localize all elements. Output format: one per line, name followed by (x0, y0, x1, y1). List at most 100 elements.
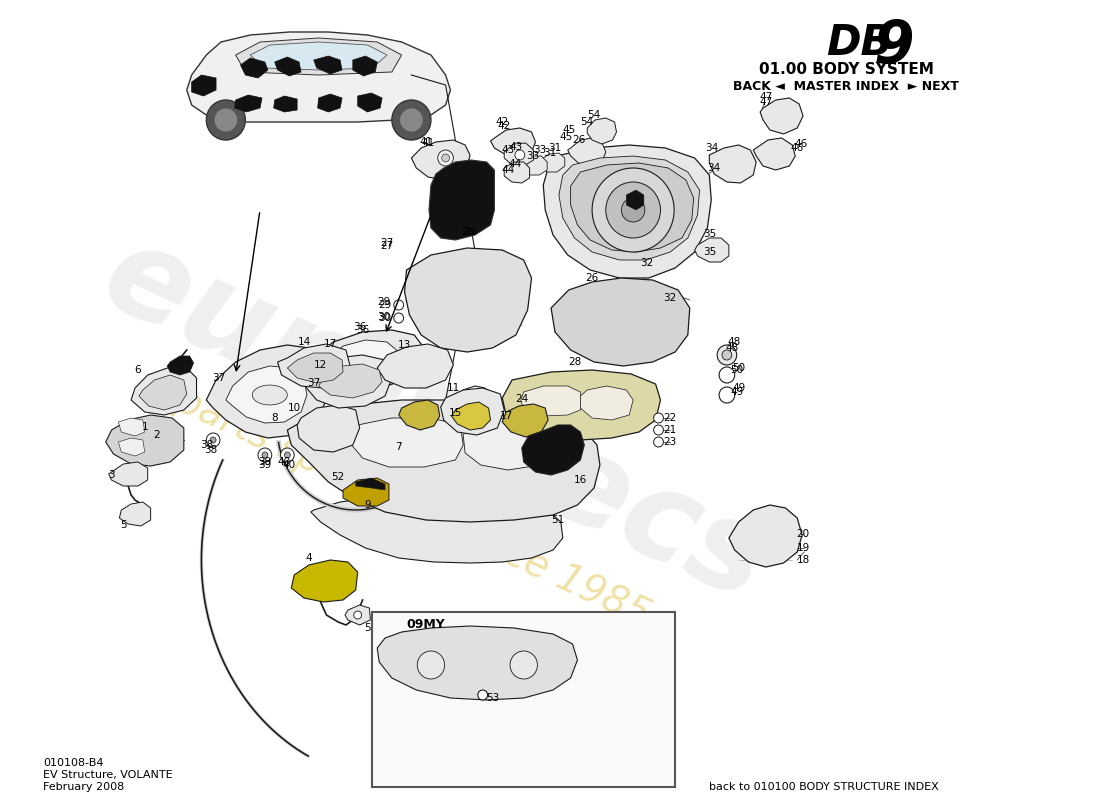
Circle shape (207, 433, 220, 447)
Text: 32: 32 (640, 258, 653, 268)
Polygon shape (314, 330, 425, 388)
Text: 25: 25 (461, 227, 475, 237)
Text: 20: 20 (796, 529, 810, 539)
Circle shape (210, 437, 216, 443)
Text: 35: 35 (703, 229, 716, 239)
Text: 8: 8 (272, 413, 278, 423)
Text: back to 010100 BODY STRUCTURE INDEX: back to 010100 BODY STRUCTURE INDEX (710, 782, 939, 792)
Polygon shape (754, 138, 795, 170)
Text: 50: 50 (732, 363, 745, 373)
Text: 44: 44 (502, 165, 515, 175)
Circle shape (592, 168, 674, 252)
Text: 53: 53 (486, 693, 499, 703)
Text: 5: 5 (120, 520, 127, 530)
Text: 45: 45 (559, 132, 572, 142)
Circle shape (717, 345, 737, 365)
Text: 41: 41 (421, 138, 434, 148)
Polygon shape (226, 366, 307, 423)
Circle shape (394, 313, 404, 323)
Circle shape (719, 387, 735, 403)
Text: 38: 38 (200, 440, 213, 450)
Text: 12: 12 (314, 360, 327, 370)
Polygon shape (377, 344, 453, 388)
Polygon shape (297, 405, 360, 452)
Polygon shape (626, 190, 644, 210)
Text: 50: 50 (730, 365, 744, 375)
Polygon shape (405, 248, 531, 352)
Polygon shape (106, 415, 184, 466)
Text: 42: 42 (497, 121, 510, 131)
Text: 9: 9 (873, 18, 914, 75)
Polygon shape (191, 75, 216, 96)
Text: 51: 51 (551, 515, 564, 525)
Circle shape (653, 425, 663, 435)
Text: 7: 7 (395, 442, 402, 452)
Circle shape (280, 448, 294, 462)
Text: 47: 47 (759, 92, 772, 102)
Circle shape (207, 100, 245, 140)
Text: 6: 6 (134, 365, 141, 375)
Circle shape (515, 150, 525, 160)
Polygon shape (353, 56, 377, 76)
Polygon shape (119, 418, 145, 436)
Text: 28: 28 (568, 357, 581, 367)
Text: 36: 36 (353, 322, 366, 332)
Text: 54: 54 (581, 117, 594, 127)
Polygon shape (319, 364, 382, 398)
Text: 27: 27 (381, 241, 394, 251)
Text: EV Structure, VOLANTE: EV Structure, VOLANTE (43, 770, 173, 780)
Text: 3: 3 (108, 470, 114, 480)
Polygon shape (350, 418, 463, 467)
Text: 14: 14 (297, 337, 310, 347)
Polygon shape (358, 93, 382, 112)
Circle shape (392, 100, 431, 140)
Text: 29: 29 (378, 300, 392, 310)
Text: 5: 5 (364, 623, 371, 633)
Text: a parts specialist since 1985: a parts specialist since 1985 (138, 366, 657, 634)
Circle shape (442, 154, 450, 162)
Polygon shape (463, 415, 551, 470)
Polygon shape (543, 145, 712, 278)
Text: 29: 29 (377, 297, 390, 307)
Text: 54: 54 (587, 110, 601, 120)
Text: 52: 52 (331, 472, 344, 482)
Text: 45: 45 (562, 125, 575, 135)
Polygon shape (568, 138, 606, 167)
Text: 27: 27 (381, 238, 394, 248)
Text: 48: 48 (727, 337, 740, 347)
Text: 17: 17 (323, 339, 337, 349)
Polygon shape (345, 605, 371, 625)
Polygon shape (241, 58, 267, 78)
Text: 25: 25 (464, 227, 477, 237)
Polygon shape (521, 425, 584, 475)
Text: 09MY: 09MY (407, 618, 446, 631)
Polygon shape (451, 402, 491, 430)
Polygon shape (760, 98, 803, 134)
Bar (372, 612, 675, 787)
Text: 26: 26 (585, 273, 598, 283)
Text: 13: 13 (398, 340, 411, 350)
Polygon shape (729, 505, 802, 567)
Circle shape (394, 300, 404, 310)
Text: 38: 38 (205, 445, 218, 455)
Text: 10: 10 (287, 403, 300, 413)
Circle shape (285, 452, 290, 458)
Polygon shape (275, 57, 301, 76)
Circle shape (262, 452, 267, 458)
Text: 18: 18 (796, 555, 810, 565)
Polygon shape (504, 143, 534, 166)
Text: 36: 36 (356, 325, 370, 335)
Polygon shape (252, 385, 287, 405)
Text: 49: 49 (730, 387, 744, 397)
Polygon shape (287, 353, 343, 383)
Polygon shape (167, 356, 194, 375)
Polygon shape (540, 153, 564, 172)
Circle shape (621, 198, 645, 222)
Polygon shape (235, 38, 402, 75)
Polygon shape (330, 340, 398, 376)
Circle shape (477, 690, 487, 700)
Text: 32: 32 (663, 293, 676, 303)
Text: 34: 34 (705, 143, 719, 153)
Text: 30: 30 (378, 313, 392, 323)
Polygon shape (429, 160, 494, 240)
